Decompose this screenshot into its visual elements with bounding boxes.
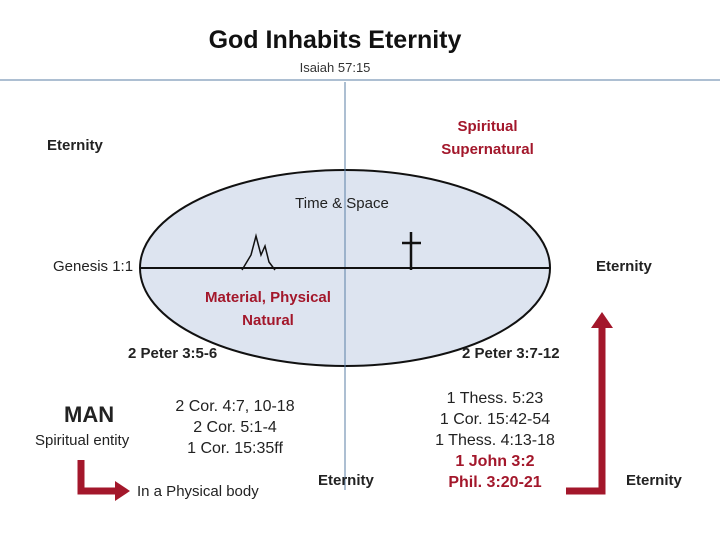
cor-refs-list: 2 Cor. 4:7, 10-18 2 Cor. 5:1-4 1 Cor. 15… xyxy=(160,396,310,459)
cross-icon xyxy=(402,232,421,270)
scripture-ref: 1 Thess. 5:23 xyxy=(446,390,544,407)
scripture-ref: 2 Cor. 4:7, 10-18 xyxy=(175,398,295,415)
physical-body-label: In a Physical body xyxy=(137,483,259,500)
scripture-ref: 1 Cor. 15:35ff xyxy=(187,440,283,457)
arrow-down-right-icon xyxy=(77,460,130,501)
material-label: Material, Physical xyxy=(205,289,331,306)
eternity-label-right: Eternity xyxy=(596,258,652,275)
time-space-label: Time & Space xyxy=(295,195,389,212)
spiritual-label: Spiritual xyxy=(457,118,518,135)
resurrection-refs-list: 1 Thess. 5:23 1 Cor. 15:42-54 1 Thess. 4… xyxy=(420,388,570,493)
scripture-ref-highlight: Phil. 3:20-21 xyxy=(448,474,542,491)
arrow-up-icon xyxy=(566,312,613,495)
diagram-title: God Inhabits Eternity xyxy=(208,26,462,54)
scripture-ref: 1 Cor. 15:42-54 xyxy=(439,411,551,428)
diagram-subtitle: Isaiah 57:15 xyxy=(299,60,371,75)
peter-ref-left: 2 Peter 3:5-6 xyxy=(128,345,218,362)
eternity-label-bottom-center: Eternity xyxy=(318,472,374,489)
mountain-sketch-icon xyxy=(241,233,276,271)
scripture-ref-highlight: 1 John 3:2 xyxy=(455,453,535,470)
peter-ref-right: 2 Peter 3:7-12 xyxy=(462,345,560,362)
natural-label: Natural xyxy=(242,312,294,329)
supernatural-label: Supernatural xyxy=(441,141,534,158)
man-title: MAN xyxy=(64,402,115,427)
man-subtitle: Spiritual entity xyxy=(35,432,130,449)
scripture-ref: 2 Cor. 5:1-4 xyxy=(193,419,277,436)
genesis-label: Genesis 1:1 xyxy=(53,258,134,275)
eternity-label-bottom-right: Eternity xyxy=(626,472,682,489)
eternity-label-top-left: Eternity xyxy=(47,137,103,154)
scripture-ref: 1 Thess. 4:13-18 xyxy=(435,432,555,449)
